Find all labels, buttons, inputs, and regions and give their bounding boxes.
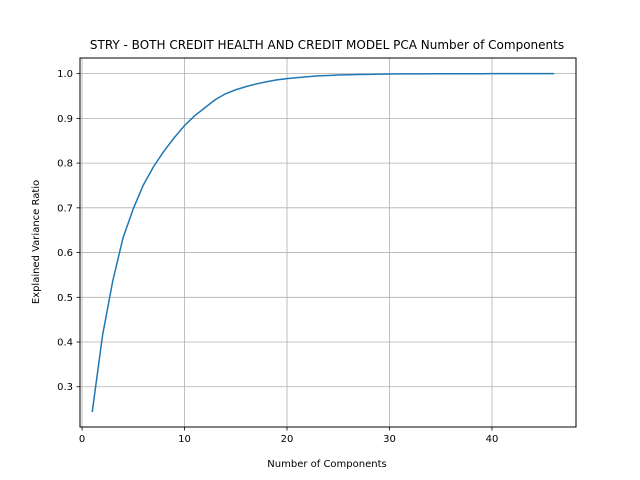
y-tick-label: 0.5 bbox=[57, 293, 73, 304]
x-tick-label: 0 bbox=[79, 434, 85, 445]
x-tick-label: 40 bbox=[486, 434, 499, 445]
ticks: 0 10 20 30 40 0.3 0.4 0.5 0.6 0.7 0.8 0.9 1.0 bbox=[57, 69, 498, 445]
chart-title: STRY - BOTH CREDIT HEALTH AND CREDIT MOD… bbox=[90, 38, 564, 52]
y-tick-label: 0.3 bbox=[57, 382, 73, 393]
y-tick-label: 0.6 bbox=[57, 248, 73, 259]
y-tick-label: 0.7 bbox=[57, 203, 73, 214]
plot-area bbox=[91, 72, 555, 413]
axes-frame bbox=[79, 57, 577, 428]
y-tick-label: 0.9 bbox=[57, 114, 73, 125]
y-axis-label: Explained Variance Ratio bbox=[31, 180, 42, 304]
y-tick-label: 0.4 bbox=[57, 338, 73, 349]
x-tick-label: 10 bbox=[178, 434, 191, 445]
x-tick-label: 30 bbox=[383, 434, 396, 445]
y-tick-label: 1.0 bbox=[57, 69, 73, 80]
y-tick-label: 0.8 bbox=[57, 159, 73, 170]
x-tick-label: 20 bbox=[281, 434, 294, 445]
series-line bbox=[91, 72, 555, 413]
x-axis-label: Number of Components bbox=[267, 459, 386, 470]
